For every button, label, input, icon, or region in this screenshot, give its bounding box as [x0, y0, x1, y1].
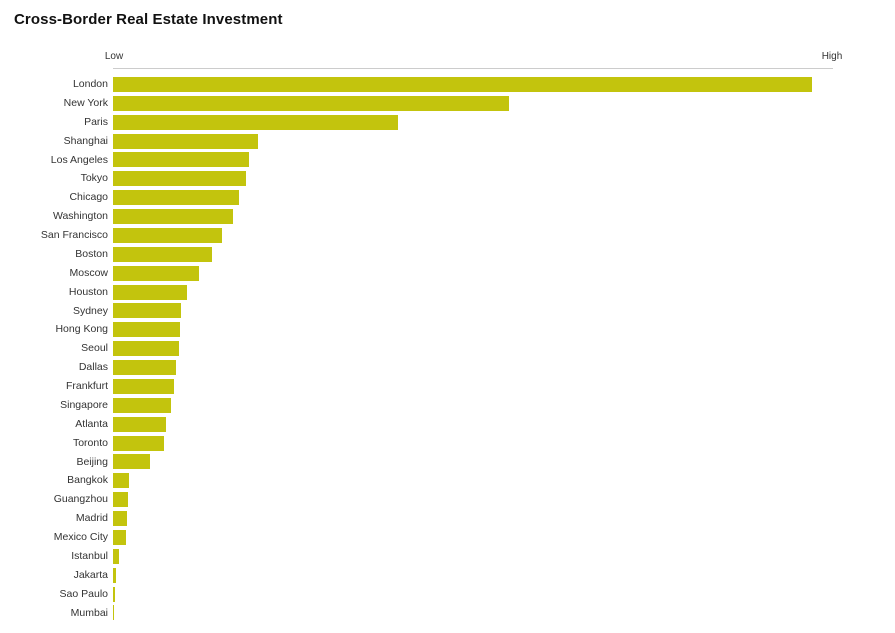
bar-row: Beijing [0, 453, 895, 472]
category-label: Tokyo [80, 172, 108, 185]
category-label: Mumbai [70, 606, 108, 619]
chart-title: Cross-Border Real Estate Investment [14, 11, 283, 28]
bar-guangzhou [113, 492, 129, 508]
bar-moscow [113, 265, 199, 281]
bar-seoul [113, 341, 180, 357]
bar-row: Moscow [0, 264, 895, 283]
category-label: Boston [75, 247, 108, 260]
category-label: Hong Kong [55, 323, 108, 336]
category-label: Frankfurt [65, 380, 108, 392]
bar-row: Sydney [0, 302, 895, 321]
category-label: Mexico City [53, 531, 108, 543]
category-label: Sydney [72, 304, 108, 317]
bar-row: London [0, 75, 895, 94]
bar-new-york [113, 95, 509, 111]
category-label: Washington [52, 210, 108, 223]
category-label: Dallas [78, 361, 108, 374]
bar-frankfurt [113, 378, 175, 394]
bar-hong-kong [113, 322, 180, 338]
bar-row: Mumbai [0, 604, 895, 623]
category-label: New York [63, 96, 108, 109]
bar-row: Shanghai [0, 132, 895, 151]
bar-beijing [113, 454, 150, 470]
bar-row: Singapore [0, 396, 895, 415]
category-label: Guangzhou [53, 493, 108, 506]
category-label: Beijing [76, 455, 108, 468]
category-label: Toronto [72, 436, 108, 449]
bar-sao-paulo [113, 586, 115, 602]
bar-row: Houston [0, 283, 895, 302]
category-label: Shanghai [63, 134, 108, 147]
bar-row: Istanbul [0, 547, 895, 566]
bar-jakarta [113, 567, 116, 583]
bar-san-francisco [113, 227, 222, 243]
category-label: Jakarta [73, 568, 108, 581]
bar-atlanta [113, 416, 167, 432]
bar-row: Hong Kong [0, 320, 895, 339]
category-label: Madrid [75, 512, 108, 525]
bar-row: Seoul [0, 339, 895, 358]
bar-row: Sao Paulo [0, 585, 895, 604]
bar-toronto [113, 435, 165, 451]
axis-label-high: High [821, 51, 843, 62]
bar-row: Bangkok [0, 471, 895, 490]
category-label: Singapore [60, 398, 108, 411]
category-label: London [72, 78, 108, 90]
bar-shanghai [113, 133, 258, 149]
bar-rows: London New York Paris Shanghai Los Angeles To… [0, 75, 895, 622]
bar-row: Frankfurt [0, 377, 895, 396]
category-label: Sao Paulo [59, 587, 108, 600]
bar-bangkok [113, 473, 129, 489]
category-label: Atlanta [75, 417, 108, 430]
bar-madrid [113, 511, 127, 527]
bar-row: Guangzhou [0, 490, 895, 509]
bar-mumbai [113, 605, 115, 621]
bar-row: Toronto [0, 434, 895, 453]
bar-london [113, 76, 813, 92]
category-label: Los Angeles [50, 153, 108, 166]
bar-row: Dallas [0, 358, 895, 377]
bar-row: New York [0, 94, 895, 113]
bar-row: San Francisco [0, 226, 895, 245]
bar-los-angeles [113, 152, 250, 168]
bar-mexico-city [113, 529, 126, 545]
bar-dallas [113, 360, 177, 376]
axis-label-low: Low [104, 51, 124, 62]
bar-row: Paris [0, 113, 895, 132]
bar-istanbul [113, 548, 119, 564]
bar-row: Atlanta [0, 415, 895, 434]
bar-row: Mexico City [0, 528, 895, 547]
axis-line [113, 68, 833, 69]
category-label: Moscow [69, 266, 108, 279]
bar-boston [113, 246, 213, 262]
category-label: Seoul [81, 342, 108, 355]
bar-houston [113, 284, 188, 300]
bar-washington [113, 209, 234, 225]
bar-row: Jakarta [0, 566, 895, 585]
category-label: Bangkok [67, 474, 108, 487]
bar-row: Washington [0, 207, 895, 226]
bar-row: Madrid [0, 509, 895, 528]
bar-chicago [113, 190, 239, 206]
category-label: Paris [84, 115, 108, 128]
bar-row: Chicago [0, 188, 895, 207]
bar-row: Los Angeles [0, 151, 895, 170]
bar-sydney [113, 303, 181, 319]
bar-singapore [113, 397, 172, 413]
category-label: San Francisco [40, 229, 108, 241]
bar-row: Boston [0, 245, 895, 264]
bar-tokyo [113, 171, 247, 187]
category-label: Istanbul [71, 549, 108, 562]
bar-paris [113, 114, 399, 130]
category-label: Chicago [69, 191, 108, 204]
category-label: Houston [68, 285, 108, 298]
bar-row: Tokyo [0, 169, 895, 188]
